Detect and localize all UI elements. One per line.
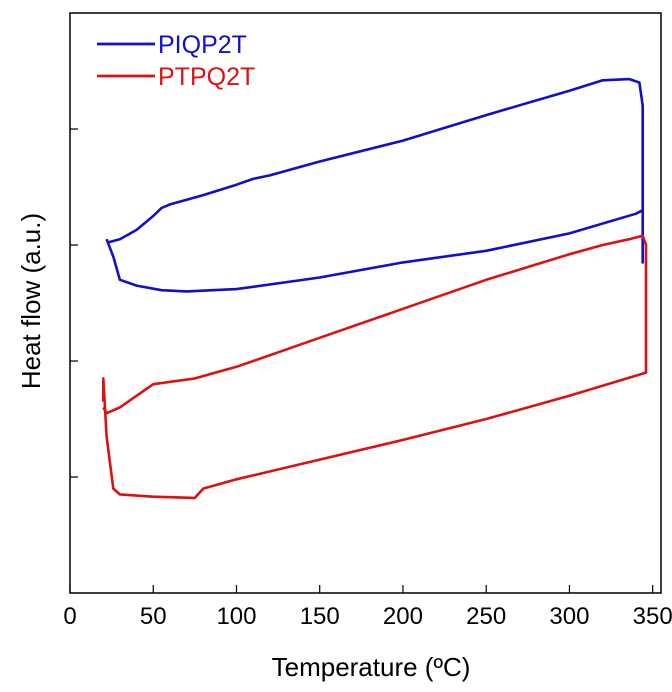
x-axis-ticks: 0 50 100 150 200 250 300 350: [63, 585, 672, 630]
y-axis-ticks: [70, 128, 78, 478]
x-tick-label: 250: [466, 603, 506, 630]
x-tick-label: 0: [63, 603, 76, 630]
x-tick-label: 100: [216, 603, 256, 630]
series-line-piqp2t: [105, 77, 644, 293]
legend-label-ptpq2t: PTPQ2T: [158, 63, 255, 91]
x-tick-label: 150: [300, 603, 340, 630]
x-tick-label: 300: [549, 603, 589, 630]
series-line-ptpq2t: [102, 234, 648, 500]
x-axis-label: Temperature (ºC): [272, 652, 471, 682]
y-axis-label: Heat flow (a.u.): [16, 213, 46, 389]
legend-label-piqp2t: PIQP2T: [158, 31, 247, 59]
series-layer: [102, 77, 648, 500]
x-tick-label: 50: [140, 603, 167, 630]
legend: PIQP2T PTPQ2T: [97, 31, 255, 91]
x-tick-label: 350: [633, 603, 672, 630]
plot-border: [69, 12, 662, 594]
x-tick-label: 200: [383, 603, 423, 630]
plot-frame: [69, 12, 662, 594]
